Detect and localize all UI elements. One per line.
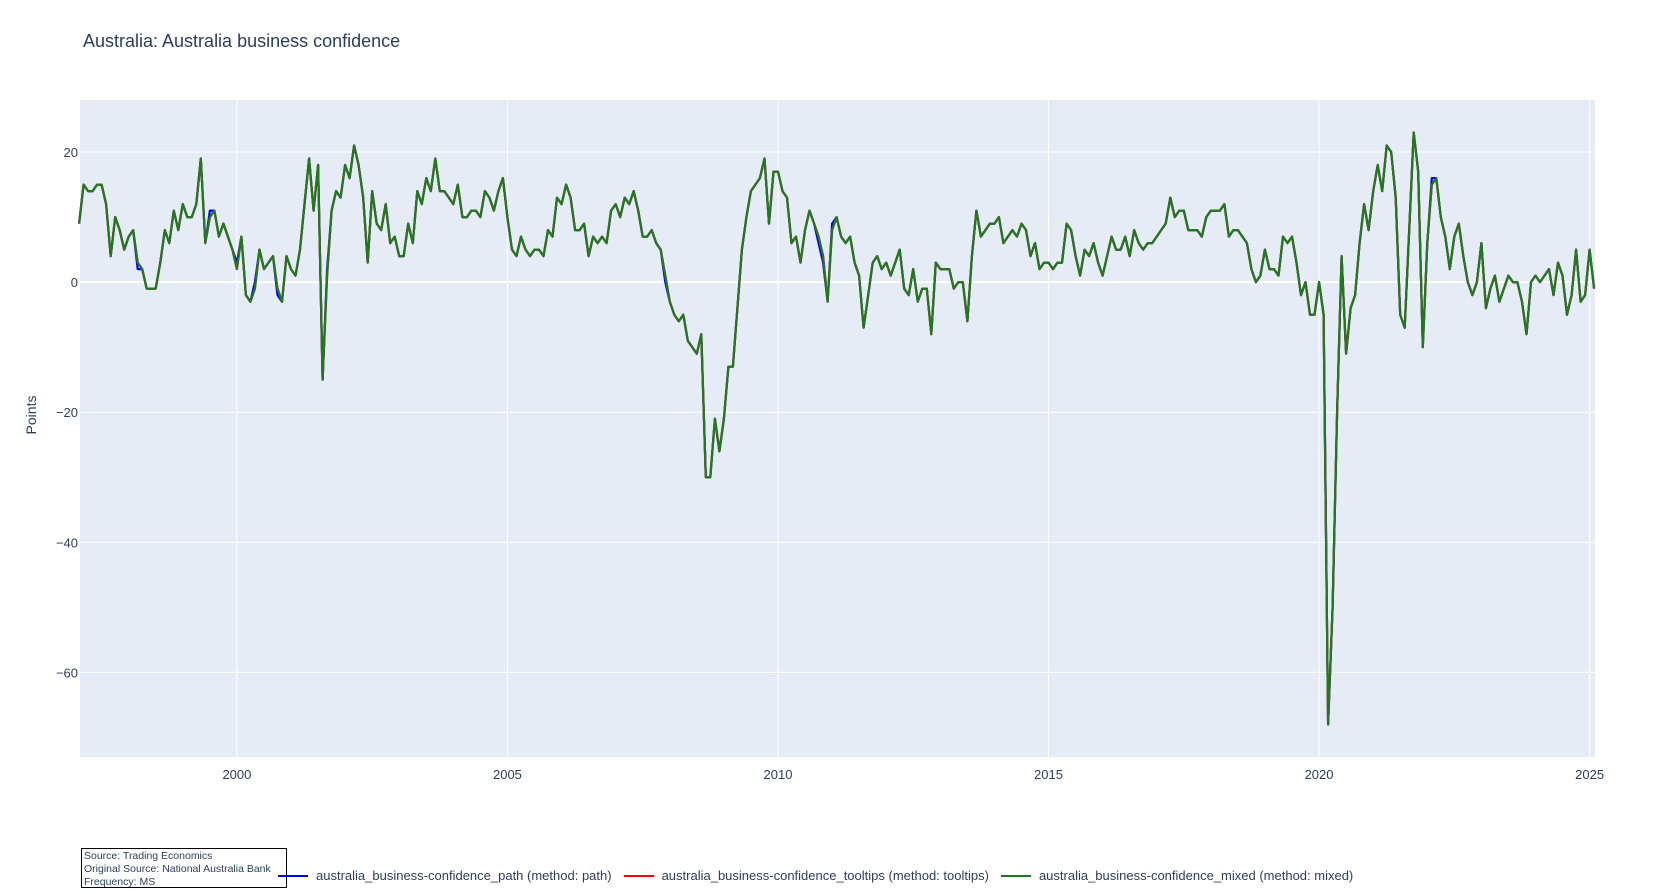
legend-item-tooltips[interactable]: australia_business-confidence_tooltips (… bbox=[623, 868, 989, 883]
legend: australia_business-confidence_path (meth… bbox=[278, 868, 1365, 883]
chart-title: Australia: Australia business confidence bbox=[83, 31, 401, 51]
legend-label-mixed: australia_business-confidence_mixed (met… bbox=[1038, 868, 1354, 883]
legend-swatch-tooltips bbox=[623, 874, 654, 877]
grid-lines bbox=[80, 100, 1595, 757]
axis-ticks: 2000 2005 2010 2015 2020 2025 20 0 −20 −40 −60 bbox=[56, 145, 1604, 782]
y-tick-label: −20 bbox=[56, 405, 78, 420]
x-tick-label: 2020 bbox=[1305, 767, 1334, 782]
y-tick-label: 0 bbox=[71, 275, 78, 290]
legend-swatch-path bbox=[278, 874, 308, 877]
original-source-line: Original Source: National Australia Bank bbox=[84, 863, 271, 875]
series-line-mixed[interactable] bbox=[78, 131, 1596, 726]
x-tick-label: 2015 bbox=[1034, 767, 1063, 782]
y-tick-label: 20 bbox=[64, 145, 78, 160]
source-annotation: Source: Trading Economics Original Sourc… bbox=[81, 848, 287, 888]
source-line: Source: Trading Economics bbox=[84, 850, 213, 862]
legend-item-path[interactable]: australia_business-confidence_path (meth… bbox=[278, 868, 612, 883]
legend-label-path: australia_business-confidence_path (meth… bbox=[316, 868, 612, 883]
x-tick-label: 2010 bbox=[764, 767, 793, 782]
y-tick-label: −60 bbox=[56, 665, 78, 680]
y-axis-label: Points bbox=[23, 396, 39, 435]
x-tick-label: 2025 bbox=[1575, 767, 1604, 782]
y-tick-label: −40 bbox=[56, 535, 78, 550]
frequency-line: Frequency: MS bbox=[84, 876, 156, 888]
series-lines bbox=[78, 131, 1596, 726]
x-tick-label: 2005 bbox=[493, 767, 522, 782]
legend-label-tooltips: australia_business-confidence_tooltips (… bbox=[661, 868, 989, 883]
legend-swatch-mixed bbox=[1000, 874, 1031, 877]
x-tick-label: 2000 bbox=[222, 767, 251, 782]
plot-area bbox=[80, 100, 1595, 757]
legend-item-mixed[interactable]: australia_business-confidence_mixed (met… bbox=[1000, 868, 1354, 883]
